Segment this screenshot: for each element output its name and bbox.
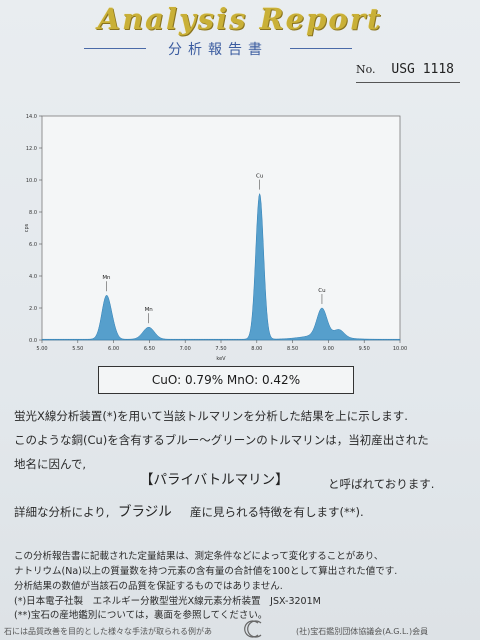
subtitle-rule-right [290, 48, 352, 49]
x-tick-label: 9.50 [359, 346, 370, 352]
y-tick-label: 10.0 [26, 178, 37, 184]
report-subtitle: 分析報告書 [168, 42, 268, 58]
x-tick-label: 8.00 [251, 346, 262, 352]
peak-label-cu: Cu [318, 288, 325, 294]
peak-label-mn: Mn [102, 275, 111, 281]
x-tick-label: 5.50 [72, 346, 83, 352]
x-axis-label: keV [216, 356, 226, 362]
spectrum-series [41, 192, 401, 341]
y-axis-label: cps [24, 223, 30, 232]
x-tick-label: 7.50 [215, 346, 226, 352]
report-number-label: No. [356, 63, 376, 76]
brand-name: 【パライバトルマリン】 [140, 472, 289, 488]
y-tick-label: 14.0 [26, 114, 37, 120]
body-line-2: このような銅(Cu)を含有するブルー～グリーンのトルマリンは，当初産出された [14, 433, 429, 447]
body-line-4: と呼ばれております. [328, 477, 435, 491]
result-box: CuO: 0.79% MnO: 0.42% [98, 366, 354, 394]
report-number-value: USG 1118 [391, 62, 455, 77]
note-1: この分析報告書に記載された定量結果は、測定条件などによって変化することがあり、 [14, 551, 384, 562]
origin-brazil: ブラジル [118, 504, 172, 520]
x-tick-label: 6.00 [108, 346, 119, 352]
report-number: No. USG 1118 [356, 62, 460, 83]
note-2: ナトリウム(Na)以上の質量数を持つ元素の含有量の合計値を100として算出された… [14, 566, 398, 577]
body-line-5b: 産に見られる特徴を有します(**). [190, 505, 364, 519]
y-tick-label: 8.0 [29, 210, 37, 216]
subtitle-row: 分析報告書 [0, 38, 480, 58]
body-line-5a: 詳細な分析により, [14, 505, 110, 519]
note-4: (*)日本電子社製 エネルギー分散型蛍光X線元素分析装置 JSX-3201M [14, 596, 321, 607]
y-tick-label: 6.0 [29, 242, 37, 248]
x-tick-label: 10.00 [393, 346, 407, 352]
x-tick-label: 5.00 [36, 346, 47, 352]
y-tick-label: 12.0 [26, 146, 37, 152]
x-tick-label: 9.00 [323, 346, 334, 352]
note-3: 分析結果の数値が当該石の品質を保証するものではありません. [14, 581, 283, 592]
y-tick-label: 0.0 [29, 338, 37, 344]
peak-label-cu: Cu [256, 174, 263, 180]
note-5: (**)宝石の産地鑑別については，裏面を参照してください。 [14, 610, 268, 621]
y-tick-label: 4.0 [29, 274, 37, 280]
subtitle-rule-left [84, 48, 146, 49]
plot-area [41, 115, 401, 341]
x-tick-label: 8.50 [287, 346, 298, 352]
x-tick-label: 6.50 [144, 346, 155, 352]
x-tick-label: 7.00 [180, 346, 191, 352]
footer-left-text: 石には品質改善を目的とした様々な手法が取られる例があ [4, 627, 212, 636]
agl-logo-icon [244, 620, 262, 638]
body-line-3: 地名に因んで, [14, 457, 87, 471]
footer-right-text: (社)宝石鑑別団体協議会(A.G.L.)会員 [296, 627, 429, 636]
body-line-1: 蛍光X線分析装置(*)を用いて当該トルマリンを分析した結果を上に示します. [14, 409, 408, 423]
y-tick-label: 2.0 [29, 306, 37, 312]
xrf-spectrum-chart: 0.0 2.0 4.0 6.0 8.0 10.0 12.0 14.0 5.00 5.50 6.00 6… [24, 114, 407, 362]
peak-label-mn: Mn [145, 307, 154, 313]
report-title: Analysis Report [97, 2, 383, 36]
